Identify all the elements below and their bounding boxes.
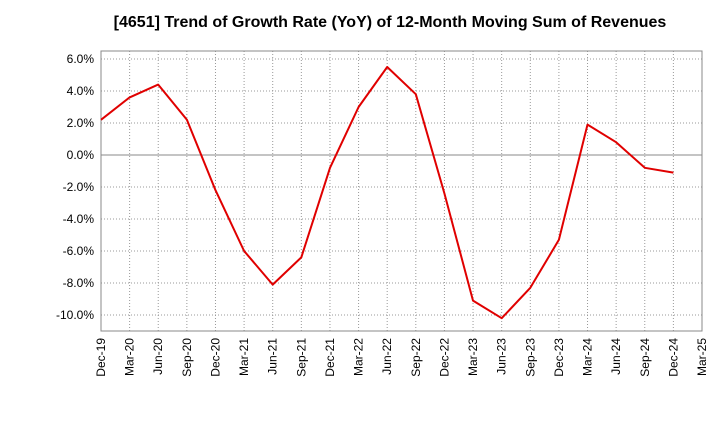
x-tick-label: Sep-22 bbox=[409, 338, 423, 377]
x-tick-label: Sep-23 bbox=[523, 338, 537, 377]
grid-lines bbox=[101, 51, 702, 331]
x-tick-label: Mar-20 bbox=[123, 338, 137, 376]
x-tick-label: Mar-23 bbox=[466, 338, 480, 376]
y-tick-label: -8.0% bbox=[63, 276, 95, 290]
x-tick-label: Dec-23 bbox=[552, 338, 566, 377]
x-tick-label: Jun-22 bbox=[380, 338, 394, 375]
y-tick-label: 2.0% bbox=[67, 116, 95, 130]
x-tick-label: Jun-21 bbox=[266, 338, 280, 375]
chart-title: [4651] Trend of Growth Rate (YoY) of 12-… bbox=[113, 14, 667, 31]
x-tick-label: Dec-20 bbox=[208, 338, 222, 377]
axes bbox=[100, 50, 703, 332]
x-tick-label: Sep-21 bbox=[294, 338, 308, 377]
x-tick-label: Sep-20 bbox=[180, 338, 194, 377]
y-tick-label: -4.0% bbox=[63, 212, 95, 226]
x-tick-label: Dec-22 bbox=[437, 338, 451, 377]
y-tick-label: -10.0% bbox=[56, 308, 94, 322]
x-tick-labels: Dec-19 Mar-20 Jun-20 Sep-20 Dec-20 Mar-21 Jun-… bbox=[94, 338, 709, 377]
x-tick-label: Sep-24 bbox=[638, 338, 652, 377]
series-line bbox=[100, 66, 674, 320]
x-tick-label: Dec-19 bbox=[94, 338, 108, 377]
y-tick-label: 6.0% bbox=[67, 52, 95, 66]
y-tick-label: -2.0% bbox=[63, 180, 95, 194]
x-tick-label: Mar-22 bbox=[352, 338, 366, 376]
y-tick-label: 0.0% bbox=[67, 148, 95, 162]
x-tick-label: Jun-24 bbox=[609, 338, 623, 375]
x-tick-label: Jun-20 bbox=[151, 338, 165, 375]
plot-frame bbox=[100, 50, 703, 332]
x-tick-label: Mar-24 bbox=[581, 338, 595, 376]
y-tick-labels: 6.0% 4.0% 2.0% 0.0% -2.0% -4.0% -6.0% -8.0% -10.… bbox=[56, 52, 94, 322]
x-tick-label: Dec-21 bbox=[323, 338, 337, 377]
x-tick-label: Dec-24 bbox=[666, 338, 680, 377]
y-tick-label: -6.0% bbox=[63, 244, 95, 258]
x-tick-label: Mar-21 bbox=[237, 338, 251, 376]
y-tick-label: 4.0% bbox=[67, 84, 95, 98]
x-tick-label: Jun-23 bbox=[495, 338, 509, 375]
x-tick-label: Mar-25 bbox=[695, 338, 709, 376]
series-lines bbox=[100, 66, 674, 320]
